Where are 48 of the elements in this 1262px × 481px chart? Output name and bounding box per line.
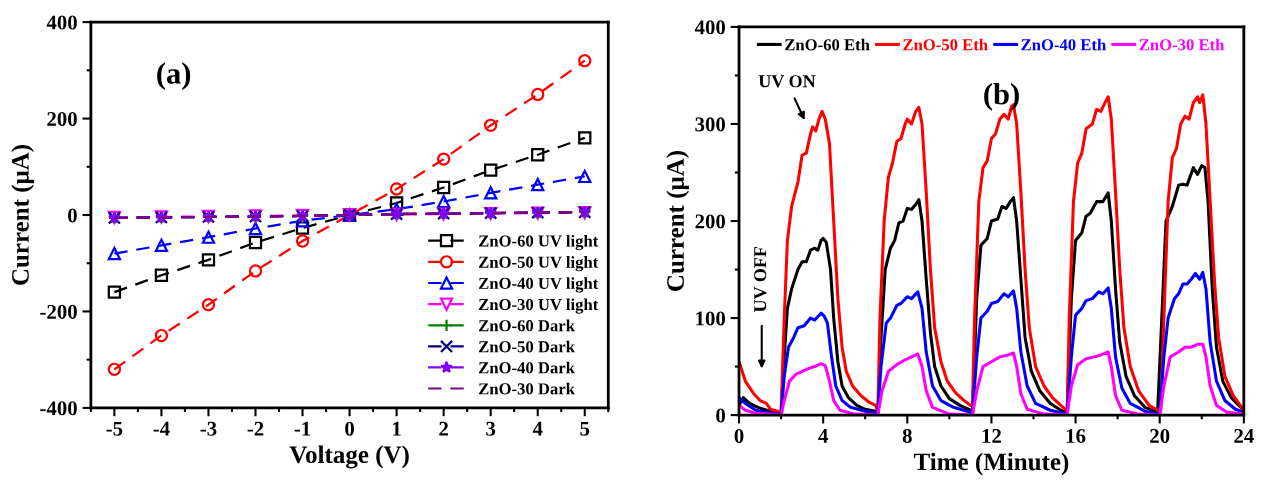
legend-label: ZnO-50 Dark — [478, 340, 575, 353]
x-tick-label: 20 — [1150, 428, 1170, 443]
x-tick-label: 1 — [393, 421, 401, 436]
legend-label: ZnO-30 UV light — [478, 298, 599, 314]
legend-label: ZnO-60 Eth — [785, 38, 870, 51]
legend-label: ZnO-40 Dark — [478, 361, 575, 374]
x-tick-label: 12 — [982, 428, 1001, 443]
annotation: (a) — [157, 62, 191, 90]
legend-label: ZnO-60 UV light — [478, 234, 599, 251]
x-tick-label: 5 — [580, 421, 590, 436]
x-axis-title: Time (Minute) — [913, 452, 1069, 476]
annotation: UV ON — [758, 75, 816, 88]
y-axis-title: Current (μA) — [666, 151, 690, 291]
legend-label: ZnO-40 Eth — [1021, 38, 1107, 51]
x-tick-label: -3 — [200, 421, 217, 436]
x-tick-label: 16 — [1066, 428, 1086, 443]
legend-label: ZnO-30 Eth — [1139, 38, 1225, 51]
annotation: UV OFF — [754, 246, 767, 312]
y-tick-label: -200 — [40, 304, 77, 319]
x-tick-label: 2 — [439, 421, 448, 436]
annotation: (b) — [984, 82, 1019, 111]
x-axis-title: Voltage (V) — [289, 445, 409, 469]
x-tick-label: 0 — [734, 428, 744, 443]
legend-label: ZnO-50 UV light — [478, 256, 599, 272]
x-tick-label: 0 — [345, 421, 354, 436]
legend-label: ZnO-60 Dark — [478, 319, 575, 332]
y-tick-label: 0 — [716, 408, 726, 423]
y-tick-label: 200 — [47, 111, 77, 126]
y-axis-title: Current (μA) — [11, 145, 34, 285]
x-tick-label: -5 — [106, 421, 123, 436]
x-tick-label: 24 — [1234, 428, 1254, 443]
x-tick-label: -4 — [153, 421, 170, 436]
x-tick-label: -2 — [247, 421, 264, 436]
y-tick-label: 0 — [68, 208, 77, 223]
x-tick-label: 4 — [818, 429, 828, 443]
y-tick-label: 400 — [46, 15, 77, 30]
y-tick-label: -400 — [40, 401, 77, 416]
x-tick-label: 8 — [902, 428, 912, 443]
y-tick-label: 100 — [696, 311, 726, 326]
x-tick-label: -1 — [294, 421, 311, 436]
y-tick-label: 400 — [694, 20, 726, 35]
legend-label: ZnO-50 Eth — [903, 38, 988, 51]
x-tick-label: 4 — [532, 421, 543, 436]
y-tick-label: 200 — [695, 214, 726, 229]
x-tick-label: 3 — [486, 421, 496, 436]
y-tick-label: 300 — [695, 117, 726, 132]
legend-label: ZnO-40 UV light — [478, 277, 599, 293]
legend-label: ZnO-30 Dark — [478, 382, 575, 395]
